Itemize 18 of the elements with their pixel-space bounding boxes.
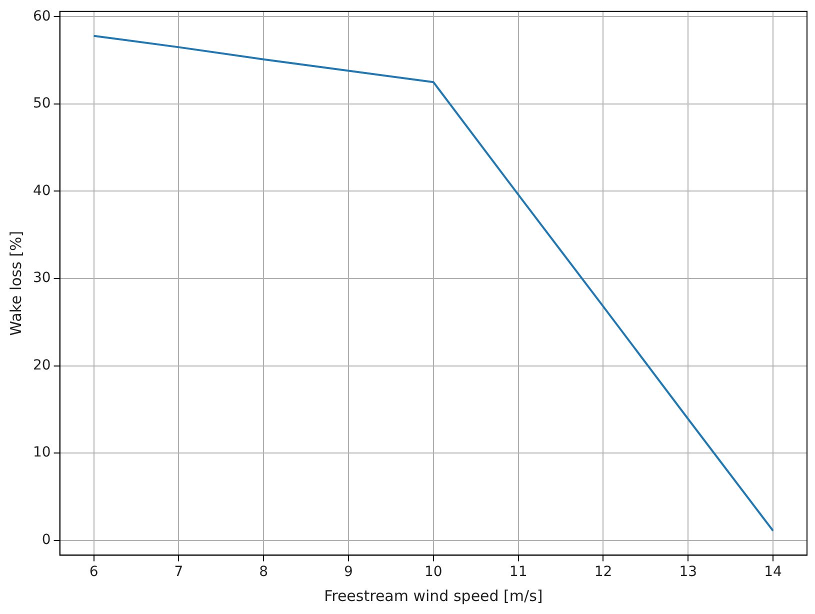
y-tick-label: 20 <box>32 357 51 374</box>
y-tick-label: 60 <box>32 8 51 24</box>
x-tick-label: 14 <box>764 564 782 580</box>
x-tick-label: 7 <box>174 564 184 580</box>
x-tick-label: 12 <box>594 564 612 580</box>
x-tick-label: 13 <box>679 564 698 580</box>
x-tick-label: 9 <box>344 564 353 580</box>
y-tick-label: 10 <box>32 444 51 461</box>
y-tick-label: 30 <box>32 270 51 286</box>
x-axis-title: Freestream wind speed [m/s] <box>324 586 543 605</box>
x-tick-label: 11 <box>509 564 528 580</box>
x-tick-label: 8 <box>259 564 268 580</box>
y-axis-title: Wake loss [%] <box>6 230 25 336</box>
y-tick-label: 40 <box>32 182 51 199</box>
y-tick-label: 0 <box>42 532 51 548</box>
x-tick-label: 10 <box>424 564 442 580</box>
y-tick-label: 50 <box>32 96 51 112</box>
x-tick-label: 6 <box>89 564 98 580</box>
